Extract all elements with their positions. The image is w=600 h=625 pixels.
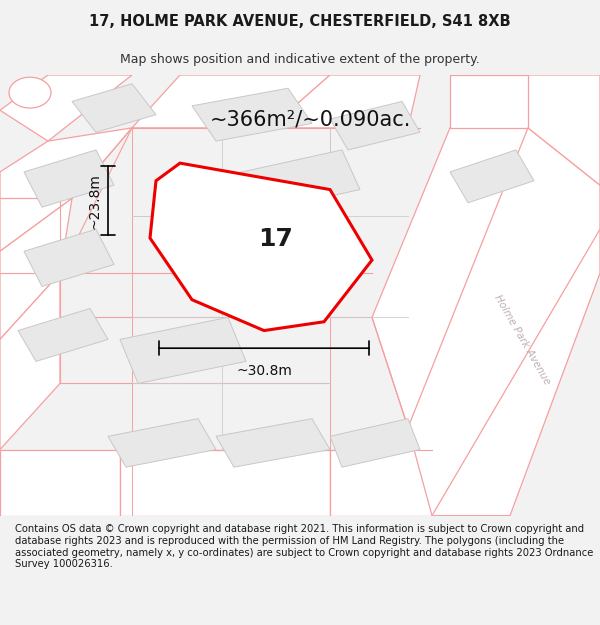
Polygon shape — [108, 419, 216, 467]
Text: Holme Park Avenue: Holme Park Avenue — [492, 292, 552, 386]
Text: ~23.8m: ~23.8m — [88, 173, 102, 229]
Polygon shape — [120, 449, 330, 516]
Polygon shape — [132, 75, 330, 128]
Polygon shape — [450, 75, 528, 128]
Text: 17, HOLME PARK AVENUE, CHESTERFIELD, S41 8XB: 17, HOLME PARK AVENUE, CHESTERFIELD, S41… — [89, 14, 511, 29]
Polygon shape — [270, 75, 420, 128]
Polygon shape — [372, 128, 600, 516]
Polygon shape — [192, 88, 312, 141]
Polygon shape — [0, 75, 132, 141]
Text: Map shows position and indicative extent of the property.: Map shows position and indicative extent… — [120, 54, 480, 66]
Text: ~30.8m: ~30.8m — [236, 364, 292, 378]
Text: 17: 17 — [259, 227, 293, 251]
Polygon shape — [0, 449, 120, 516]
Text: ~366m²/~0.090ac.: ~366m²/~0.090ac. — [210, 109, 412, 129]
Polygon shape — [24, 229, 114, 286]
Text: Contains OS data © Crown copyright and database right 2021. This information is : Contains OS data © Crown copyright and d… — [15, 524, 593, 569]
Polygon shape — [0, 198, 72, 339]
Polygon shape — [0, 273, 60, 449]
Polygon shape — [24, 150, 114, 208]
Polygon shape — [330, 419, 420, 467]
Polygon shape — [72, 84, 156, 132]
Polygon shape — [222, 150, 360, 216]
Polygon shape — [330, 101, 420, 150]
Polygon shape — [528, 75, 600, 185]
Polygon shape — [18, 309, 108, 361]
Polygon shape — [330, 449, 432, 516]
Polygon shape — [216, 419, 330, 467]
Polygon shape — [120, 318, 246, 384]
Polygon shape — [0, 128, 132, 251]
Circle shape — [9, 78, 51, 108]
Polygon shape — [150, 163, 372, 331]
Polygon shape — [450, 150, 534, 202]
